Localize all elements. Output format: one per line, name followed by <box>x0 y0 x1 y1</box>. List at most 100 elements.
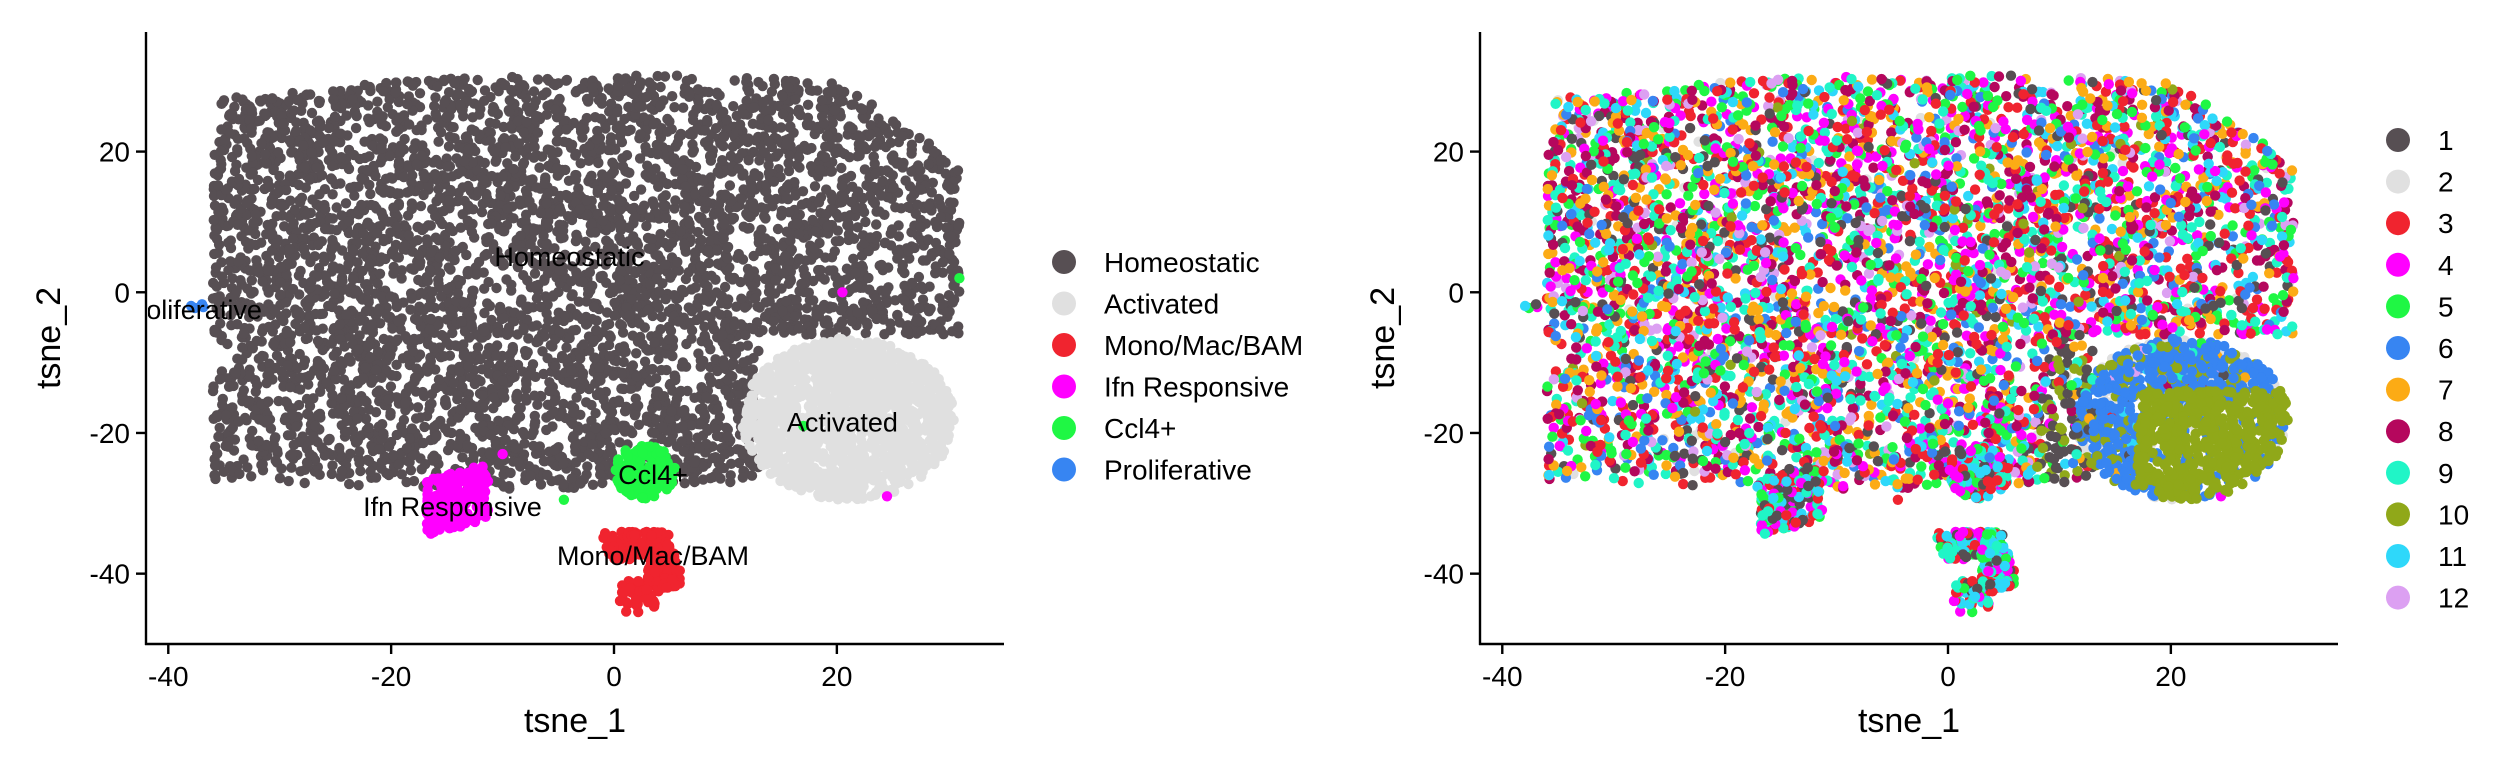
scatter-point <box>260 109 272 121</box>
scatter-point <box>691 103 702 115</box>
scatter-point <box>687 114 699 126</box>
scatter-point <box>655 324 666 335</box>
scatter-point <box>251 335 262 347</box>
scatter-point <box>383 441 395 452</box>
scatter-point <box>713 199 725 210</box>
scatter-point <box>373 444 385 455</box>
scatter-point <box>775 122 787 133</box>
scatter-point <box>887 116 899 127</box>
scatter-point <box>763 114 774 126</box>
scatter-point <box>652 70 663 82</box>
scatter-point <box>510 442 521 454</box>
scatter-point <box>363 294 374 306</box>
scatter-point <box>448 122 459 133</box>
scatter-point <box>413 274 424 286</box>
scatter-point <box>725 476 736 488</box>
scatter-point <box>293 179 305 191</box>
scatter-point <box>446 427 457 439</box>
scatter-point <box>287 283 299 295</box>
scatter-point <box>712 166 723 177</box>
scatter-point <box>910 208 921 219</box>
scatter-point <box>722 253 733 264</box>
scatter-point <box>893 231 904 242</box>
scatter-point <box>350 285 362 296</box>
scatter-point <box>862 320 873 331</box>
scatter-point <box>778 268 789 279</box>
scatter-point <box>275 289 286 300</box>
scatter-point <box>770 275 781 286</box>
scatter-point <box>576 83 587 94</box>
scatter-point <box>790 94 801 105</box>
scatter-point <box>581 397 592 408</box>
scatter-point <box>440 394 451 406</box>
scatter-point <box>738 109 750 120</box>
scatter-point <box>316 442 327 453</box>
scatter-point <box>262 265 274 276</box>
scatter-point <box>267 228 278 240</box>
scatter-point <box>327 189 338 200</box>
scatter-point <box>879 237 890 249</box>
scatter-point <box>729 75 740 86</box>
scatter-point <box>411 363 422 374</box>
scatter-point <box>504 95 515 106</box>
scatter-point <box>594 362 605 373</box>
scatter-point <box>419 172 430 183</box>
scatter-point <box>897 130 908 142</box>
scatter-point <box>336 393 347 404</box>
scatter-point <box>396 469 407 480</box>
scatter-point <box>854 133 866 144</box>
scatter-point <box>407 80 419 91</box>
scatter-point <box>906 277 918 289</box>
scatter-point <box>634 101 645 113</box>
scatter-point <box>499 133 510 144</box>
scatter-point <box>495 359 506 371</box>
scatter-point <box>733 163 744 174</box>
scatter-point <box>293 306 304 317</box>
scatter-point <box>666 434 677 445</box>
scatter-point <box>746 470 758 481</box>
scatter-point <box>677 406 688 418</box>
scatter-point <box>541 424 552 436</box>
scatter-point <box>391 221 403 232</box>
scatter-point <box>420 459 431 470</box>
scatter-point <box>534 162 545 173</box>
scatter-point <box>295 265 306 277</box>
scatter-point <box>684 218 695 229</box>
scatter-point <box>358 228 369 239</box>
scatter-point <box>456 316 467 327</box>
scatter-point <box>299 355 311 366</box>
scatter-point <box>237 342 248 353</box>
scatter-point <box>390 87 401 98</box>
scatter-point <box>676 436 687 447</box>
scatter-point <box>301 393 313 405</box>
scatter-point <box>378 86 389 97</box>
scatter-point <box>697 175 709 186</box>
scatter-point <box>874 206 885 217</box>
scatter-point <box>483 368 495 379</box>
scatter-point <box>376 457 387 468</box>
scatter-point <box>711 430 723 442</box>
scatter-point <box>328 350 339 361</box>
scatter-point <box>223 441 234 452</box>
scatter-point <box>926 251 937 262</box>
scatter-point <box>794 162 805 173</box>
scatter-point <box>733 248 744 260</box>
scatter-point <box>822 221 833 232</box>
scatter-point <box>583 94 594 105</box>
scatter-point <box>952 165 964 176</box>
scatter-point <box>706 376 717 387</box>
scatter-point <box>415 412 426 423</box>
scatter-point <box>502 203 513 214</box>
scatter-point <box>207 385 219 397</box>
scatter-point <box>780 295 792 307</box>
scatter-point <box>336 465 348 477</box>
scatter-point <box>493 415 504 426</box>
scatter-point <box>619 406 631 417</box>
scatter-point <box>848 99 859 110</box>
scatter-point <box>466 319 477 331</box>
left-panel: -40 -20 0 20-40-20020tsne_1tsne_2Homeostati… <box>30 32 1303 740</box>
scatter-point <box>442 283 453 295</box>
scatter-point <box>433 136 444 147</box>
scatter-point <box>288 105 300 116</box>
scatter-point <box>495 190 506 201</box>
